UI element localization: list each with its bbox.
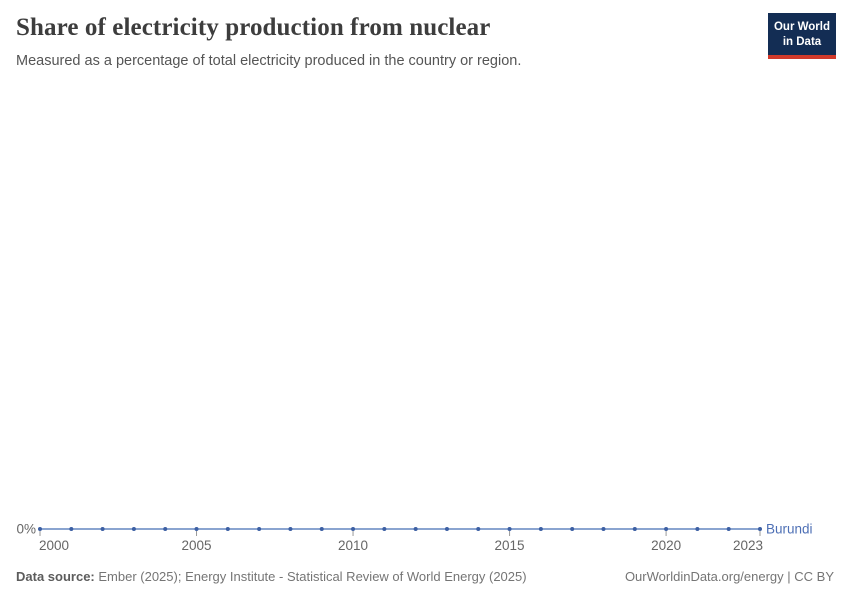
x-axis-label-2010: 2010: [338, 538, 368, 553]
data-point-2004-value-0[interactable]: [163, 527, 168, 531]
data-point-2000-value-0[interactable]: [38, 527, 42, 531]
data-point-2013-value-0[interactable]: [444, 527, 449, 531]
data-point-2002-value-0[interactable]: [100, 527, 105, 531]
data-point-2009-value-0[interactable]: [319, 527, 324, 531]
chart-footer: Data source: Ember (2025); Energy Instit…: [16, 569, 834, 585]
owid-url-license[interactable]: OurWorldinData.org/energy | CC BY: [624, 569, 834, 585]
data-point-2012-value-0[interactable]: [413, 527, 418, 531]
data-point-2015-value-0[interactable]: [507, 527, 512, 531]
x-axis-label-2000: 2000: [39, 538, 69, 553]
chart-subtitle: Measured as a percentage of total electr…: [16, 53, 522, 69]
data-point-2018-value-0[interactable]: [601, 527, 606, 531]
chart-title: Share of electricity production from nuc…: [16, 14, 491, 41]
data-point-2008-value-0[interactable]: [288, 527, 293, 531]
data-point-2001-value-0[interactable]: [69, 527, 74, 531]
data-point-2016-value-0[interactable]: [538, 527, 543, 531]
x-axis-label-2023: 2023: [733, 538, 763, 553]
x-axis-label-2005: 2005: [181, 538, 211, 553]
data-point-2020-value-0[interactable]: [664, 527, 669, 531]
data-point-2014-value-0[interactable]: [476, 527, 481, 531]
data-point-2022-value-0[interactable]: [726, 527, 731, 531]
data-point-2003-value-0[interactable]: [131, 527, 136, 531]
data-point-2010-value-0[interactable]: [351, 527, 356, 531]
owid-logo-line2: in Data: [782, 35, 822, 48]
owid-logo[interactable]: Our World in Data: [768, 13, 836, 59]
data-point-2017-value-0[interactable]: [570, 527, 575, 531]
data-point-2007-value-0[interactable]: [257, 527, 262, 531]
data-point-2021-value-0[interactable]: [695, 527, 700, 531]
data-source-label: Data source:: [16, 569, 95, 585]
chart-header: Share of electricity production from nuc…: [16, 13, 660, 70]
x-axis-label-2020: 2020: [651, 538, 681, 553]
owid-logo-line1: Our World: [773, 21, 830, 33]
data-source-text: Ember (2025); Energy Institute - Statist…: [94, 569, 527, 585]
data-point-2023-value-0[interactable]: [758, 527, 762, 531]
data-source-note: Data source: Ember (2025); Energy Instit…: [16, 569, 527, 585]
data-point-2005-value-0[interactable]: [194, 527, 199, 531]
y-axis-zero-label: 0%: [16, 522, 36, 537]
data-point-2006-value-0[interactable]: [225, 527, 230, 531]
series-name-label: Burundi: [766, 522, 813, 537]
data-point-2011-value-0[interactable]: [382, 527, 387, 531]
data-point-2019-value-0[interactable]: [632, 527, 637, 531]
x-axis-label-2015: 2015: [495, 538, 525, 553]
